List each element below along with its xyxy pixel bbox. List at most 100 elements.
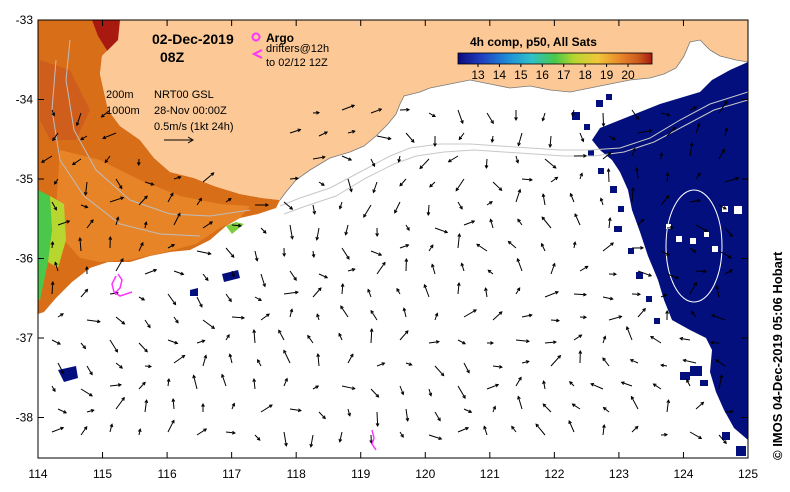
current-arrow-head	[153, 268, 158, 273]
current-arrow-head	[665, 309, 669, 314]
current-arrow	[318, 411, 326, 419]
current-arrow-head	[252, 329, 257, 333]
current-arrow-head	[102, 135, 107, 140]
current-arrow	[173, 213, 181, 226]
current-arrow	[660, 250, 670, 256]
current-arrow-head	[542, 380, 546, 385]
current-arrow-head	[693, 281, 697, 286]
current-arrow-head	[650, 335, 654, 340]
current-arrow	[508, 241, 517, 249]
current-arrow-head	[340, 305, 344, 310]
current-arrow	[542, 112, 546, 121]
drifter-track	[115, 273, 123, 293]
current-arrow	[370, 388, 379, 398]
current-arrow	[80, 135, 88, 140]
current-arrow-head	[402, 307, 407, 312]
current-arrow	[316, 227, 320, 240]
current-arrow	[229, 354, 233, 364]
current-arrow	[167, 339, 178, 344]
current-arrow-head	[447, 158, 452, 163]
current-arrow	[570, 193, 575, 203]
current-arrow	[521, 178, 533, 181]
current-arrow	[637, 270, 652, 277]
current-arrow-head	[400, 434, 404, 438]
current-arrow	[650, 336, 662, 344]
current-arrow	[483, 426, 488, 436]
current-arrow	[312, 156, 325, 160]
current-arrow-head	[289, 206, 294, 210]
current-arrow	[607, 168, 610, 183]
current-arrow	[490, 219, 494, 229]
current-arrow-head	[517, 142, 521, 147]
current-arrow	[630, 396, 639, 410]
current-arrow-head	[338, 438, 343, 443]
current-arrow-head	[180, 271, 185, 276]
current-arrow	[660, 195, 670, 206]
current-arrow-head	[351, 386, 356, 391]
current-arrow	[138, 195, 148, 206]
current-arrow-head	[315, 236, 320, 241]
argo-marker-icon	[251, 32, 261, 42]
land-island	[110, 64, 122, 78]
current-arrow	[260, 404, 273, 413]
current-arrow	[457, 427, 469, 433]
current-arrow-head	[722, 206, 727, 210]
current-arrow-head	[295, 176, 300, 181]
current-arrow-head	[283, 349, 287, 354]
current-arrow	[57, 220, 70, 226]
current-arrow	[695, 224, 708, 232]
current-arrow	[689, 199, 700, 203]
current-arrow-head	[552, 340, 557, 345]
current-arrow	[167, 193, 174, 203]
current-arrow	[718, 204, 727, 210]
current-arrow-head	[238, 223, 242, 228]
current-arrow	[80, 289, 88, 298]
current-arrow	[631, 148, 636, 157]
colorbar-tick-label: 19	[600, 68, 614, 82]
current-arrow	[310, 434, 314, 447]
colorbar-tick-label: 14	[493, 68, 507, 82]
current-arrow	[80, 204, 88, 208]
current-arrow	[631, 188, 634, 203]
current-arrow	[341, 385, 355, 390]
current-arrow	[476, 243, 488, 252]
current-arrow-head	[137, 428, 142, 433]
current-arrow	[202, 273, 209, 281]
current-arrow-head	[228, 298, 232, 303]
current-arrow	[363, 204, 372, 218]
current-arrow	[167, 244, 175, 249]
current-arrow-head	[541, 193, 546, 198]
current-arrow	[109, 384, 121, 387]
current-arrow	[572, 403, 581, 410]
cloud-gap-patch	[222, 270, 240, 282]
current-arrow-head	[489, 201, 493, 205]
current-arrow-head	[290, 235, 294, 240]
drifters-range: to 02/12 12Z	[266, 57, 328, 69]
current-arrow-head	[730, 409, 735, 414]
current-arrow-head	[321, 155, 326, 160]
current-arrow-head	[498, 311, 503, 315]
current-arrow-head	[599, 197, 604, 202]
current-arrow-head	[429, 244, 434, 249]
current-arrow-head	[53, 206, 57, 211]
current-arrow	[196, 296, 203, 308]
current-arrow-head	[177, 212, 181, 217]
current-arrow	[434, 365, 445, 376]
current-arrow	[485, 288, 488, 298]
current-arrow-head	[583, 154, 588, 158]
current-arrow-head	[490, 120, 494, 125]
current-arrow-head	[542, 403, 547, 408]
current-arrow-head	[483, 425, 487, 430]
current-arrow-head	[166, 378, 171, 383]
current-arrow	[196, 340, 205, 344]
current-arrow	[167, 293, 176, 305]
current-arrow	[608, 135, 616, 140]
current-arrow	[608, 218, 611, 229]
current-arrow-head	[663, 293, 668, 298]
current-arrow-head	[71, 161, 76, 166]
current-arrow-head	[83, 425, 88, 430]
current-arrow-head	[254, 257, 259, 262]
current-arrow-head	[370, 309, 374, 314]
current-arrow-head	[640, 218, 645, 223]
current-arrow	[254, 296, 262, 301]
